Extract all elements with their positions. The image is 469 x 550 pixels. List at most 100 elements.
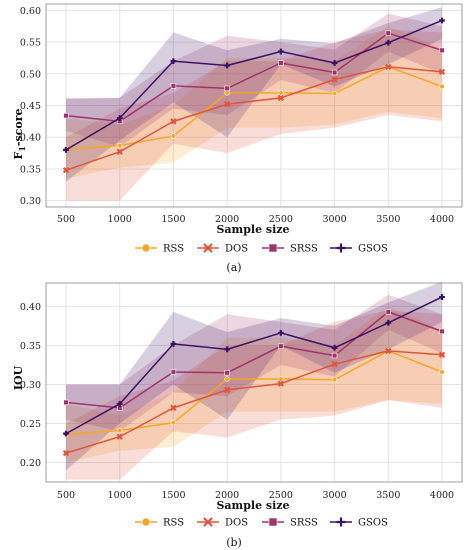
x-tick-label: 2000 [215, 214, 239, 225]
legend-label-dos: DOS [225, 244, 248, 255]
series-line-gsos [65, 19, 443, 151]
data-point-gsos [331, 344, 338, 351]
data-point-dos [438, 351, 446, 358]
panel-b-xlabel: Sample size [216, 499, 289, 512]
x-tick-label: 1000 [108, 490, 132, 501]
data-point-gsos [439, 294, 445, 300]
data-point-gsos [277, 330, 284, 336]
series-line-dos [65, 66, 443, 171]
y-tick-label: 0.45 [20, 101, 41, 112]
x-tick-label: 500 [57, 214, 75, 225]
data-point-rss [439, 83, 445, 90]
confidence-band-gsos [66, 7, 442, 182]
legend-marker-dos [203, 243, 213, 253]
confidence-band-srss [66, 13, 442, 147]
series-line-gsos [65, 296, 443, 435]
x-tick-label: 4000 [430, 214, 454, 225]
panel-b-caption: (b) [226, 536, 242, 549]
legend-marker-gsos [336, 517, 346, 527]
x-tick-label: 3000 [322, 490, 346, 501]
data-point-gsos [385, 319, 392, 326]
confidence-band-gsos [66, 281, 442, 471]
data-point-gsos [439, 17, 445, 24]
data-point-dos [170, 118, 177, 125]
data-point-srss [170, 369, 177, 375]
legend-label-dos: DOS [225, 518, 248, 529]
data-point-srss [278, 343, 284, 349]
data-point-dos [438, 68, 446, 76]
data-point-rss [170, 133, 177, 139]
y-tick-label: 0.60 [20, 6, 41, 17]
data-point-gsos [116, 401, 123, 407]
data-point-gsos [385, 39, 392, 46]
confidence-band-dos [66, 29, 442, 201]
data-point-rss [117, 142, 123, 149]
data-point-dos [385, 347, 392, 355]
series-line-dos [65, 350, 443, 454]
y-tick-label: 0.35 [20, 164, 41, 175]
panel-b-plot: 500 1000 1500 2000 2500 3000 3500 4000 0.20 0.25 0… [20, 281, 463, 501]
x-tick-label: 2000 [215, 490, 239, 501]
y-tick-label: 0.35 [20, 341, 41, 352]
panel-b-ylabel: IOU [12, 365, 25, 390]
data-point-gsos [63, 147, 69, 153]
x-tick-label: 1500 [161, 490, 185, 501]
x-tick-label: 1000 [108, 214, 132, 225]
data-point-srss [170, 83, 177, 89]
y-tick-label: 0.50 [20, 69, 41, 80]
x-tick-label: 4000 [430, 490, 454, 501]
y-tick-label: 0.55 [20, 38, 41, 49]
data-point-gsos [224, 346, 231, 353]
data-point-dos [223, 386, 231, 394]
data-point-rss [224, 90, 230, 96]
data-point-srss [224, 85, 230, 92]
legend-label-gsos: GSOS [358, 518, 388, 529]
data-point-srss [439, 47, 445, 54]
panel-b-legend: RSS DOS SRSS GSOS [135, 517, 388, 529]
data-point-rss [331, 377, 338, 383]
x-tick-label: 2500 [269, 490, 293, 501]
legend-label-rss: RSS [163, 244, 184, 255]
x-tick-label: 500 [57, 490, 75, 501]
data-point-dos [277, 94, 285, 102]
data-point-gsos [170, 340, 177, 347]
legend-label-srss: SRSS [290, 244, 318, 255]
panel-a-ylabel: F1-score [12, 109, 27, 160]
panel-a-plot: 500 1000 1500 2000 2500 3000 3500 4000 0.30 0.35 0… [20, 3, 463, 225]
series-line-srss [65, 32, 443, 123]
data-point-gsos [277, 48, 284, 55]
y-tick-label: 0.40 [20, 302, 41, 313]
data-point-srss [331, 352, 338, 359]
data-point-dos [331, 76, 338, 83]
data-point-gsos [116, 115, 123, 122]
legend-label-rss: RSS [163, 518, 184, 529]
data-point-gsos [331, 60, 338, 66]
confidence-band-rss [66, 26, 442, 179]
x-tick-label: 2500 [269, 214, 293, 225]
plot-frame [45, 282, 463, 483]
legend-label-gsos: GSOS [358, 244, 388, 255]
data-point-dos [62, 167, 70, 174]
data-point-dos [62, 449, 70, 457]
y-tick-label: 0.30 [20, 196, 41, 207]
data-point-rss [331, 90, 338, 97]
x-tick-label: 1500 [161, 214, 185, 225]
data-point-gsos [170, 58, 177, 64]
y-tick-label: 0.20 [20, 458, 41, 469]
data-point-dos [170, 404, 177, 412]
panel-a-caption: (a) [226, 261, 241, 274]
y-tick-label: 0.25 [20, 419, 41, 430]
legend-marker-dos [203, 517, 213, 527]
y-tick-label: 0.30 [20, 380, 41, 391]
panel-a-xlabel: Sample size [216, 223, 289, 236]
x-tick-label: 3000 [322, 214, 346, 225]
legend-marker-srss [268, 243, 278, 253]
data-point-dos [116, 148, 123, 155]
x-tick-label: 3500 [376, 490, 400, 501]
data-point-srss [439, 328, 445, 335]
y-tick-label: 0.40 [20, 133, 41, 144]
data-point-srss [278, 60, 284, 66]
data-point-rss [278, 376, 284, 382]
legend-marker-gsos [336, 243, 346, 253]
